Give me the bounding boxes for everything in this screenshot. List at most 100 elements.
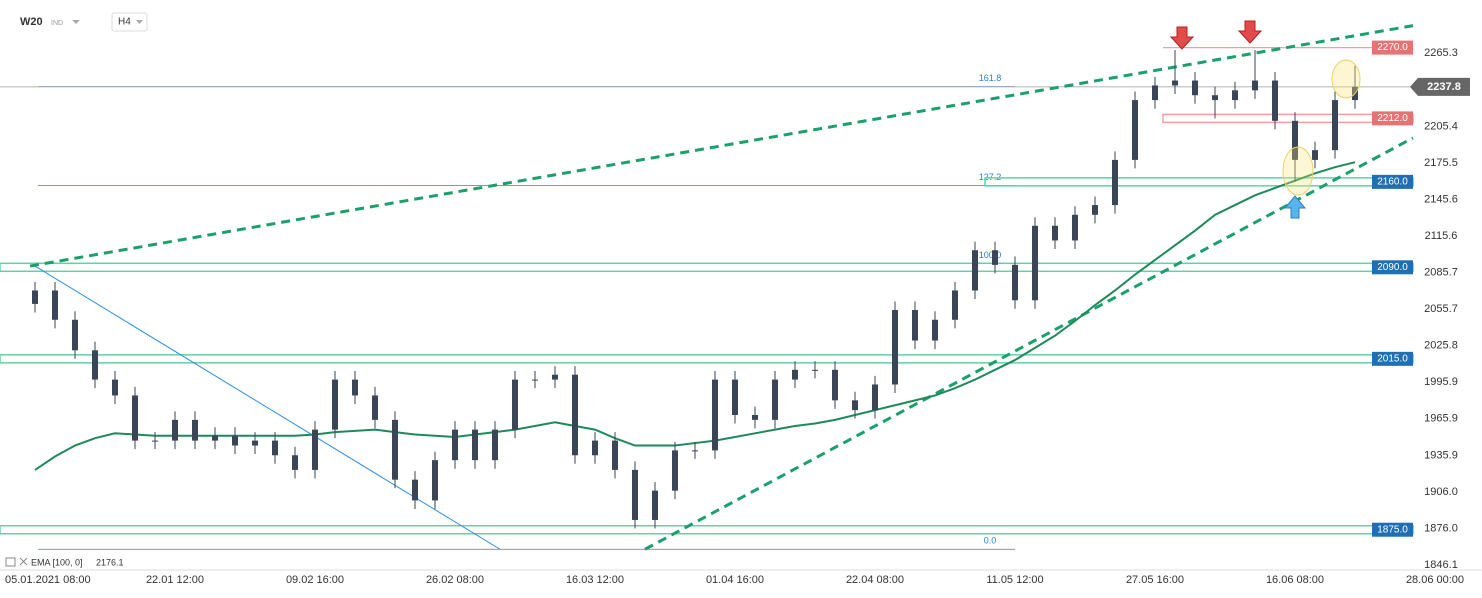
level-label-box	[1372, 260, 1413, 275]
y-tick-label: 1995.9	[1424, 376, 1458, 388]
candle-body	[492, 429, 498, 461]
level-label-box	[1372, 111, 1413, 126]
symbol-dropdown[interactable]	[72, 20, 80, 24]
trend-line	[34, 265, 501, 550]
candle-body	[1132, 100, 1138, 160]
highlight-ellipse	[1331, 59, 1361, 99]
timeframe-box[interactable]	[111, 12, 148, 32]
candle-body	[552, 374, 558, 380]
candle-body	[1212, 95, 1218, 101]
candle-body	[252, 440, 258, 446]
candle-body	[152, 440, 158, 442]
x-tick-label: 01.04 16:00	[706, 574, 764, 586]
candle-body	[392, 419, 398, 480]
candle-body	[752, 414, 758, 420]
fib-label: 161.8	[979, 73, 1002, 83]
candle-body	[452, 429, 458, 461]
candle-body	[1012, 264, 1018, 301]
x-tick-label: 16.03 12:00	[566, 574, 624, 586]
symbol: W20	[20, 16, 43, 28]
candle-body	[432, 460, 438, 501]
last-price-box	[1410, 77, 1470, 96]
y-tick-label: 1906.0	[1424, 486, 1458, 498]
level-zone	[0, 354, 1414, 364]
market: IND	[51, 20, 63, 27]
y-tick-label: 1965.9	[1424, 413, 1458, 425]
candle-body	[732, 379, 738, 415]
level-label: 1875.0	[1377, 524, 1408, 535]
legend-value: 2176.1	[96, 557, 124, 567]
candle-body	[1272, 80, 1278, 121]
level-label-box	[1372, 174, 1413, 189]
candle-body	[832, 369, 838, 401]
level-label: 2160.0	[1377, 177, 1408, 188]
x-tick-label: 05.01.2021 08:00	[5, 574, 91, 586]
y-tick-label: 2265.3	[1424, 47, 1458, 59]
level-zone	[0, 262, 1414, 273]
candle-body	[812, 369, 818, 371]
candle-body	[112, 379, 118, 396]
trend-line	[644, 136, 1414, 551]
y-tick-label: 1876.0	[1424, 522, 1458, 534]
candle-body	[672, 450, 678, 491]
x-tick-label: 09.02 16:00	[286, 574, 344, 586]
candle-body	[332, 379, 338, 430]
x-tick-label: 11.05 12:00	[986, 574, 1043, 586]
x-tick-label: 16.06 08:00	[1266, 574, 1324, 586]
y-tick-label: 2085.7	[1424, 266, 1458, 278]
fib-label: 127.2	[979, 172, 1002, 182]
candle-body	[472, 429, 478, 461]
candle-body	[912, 310, 918, 341]
candle-body	[352, 379, 358, 396]
fib-label: 100.0	[979, 250, 1002, 260]
candle-body	[932, 319, 938, 341]
highlight-ellipse	[1282, 146, 1314, 196]
up-arrow	[1283, 195, 1307, 219]
down-arrow	[1169, 26, 1195, 50]
level-label: 2212.0	[1377, 113, 1408, 124]
candle-body	[592, 440, 598, 456]
candle-body	[372, 395, 378, 420]
level-label-box	[1372, 351, 1413, 366]
trend-line	[29, 24, 1414, 268]
candle-body	[632, 469, 638, 520]
candle-body	[1152, 85, 1158, 101]
candle-body	[532, 379, 538, 381]
candle-body	[1292, 120, 1298, 160]
level-zone	[984, 177, 1414, 187]
x-tick-label: 22.01 12:00	[146, 574, 204, 586]
candle-body	[132, 395, 138, 441]
candle-body	[1172, 80, 1178, 86]
x-tick-label: 27.05 16:00	[1126, 574, 1184, 586]
legend-close[interactable]	[19, 557, 28, 566]
candle-body	[612, 440, 618, 470]
candle-body	[1092, 205, 1098, 215]
candle-body	[72, 319, 78, 351]
y-tick-label: 2055.7	[1424, 303, 1458, 315]
candle-body	[1112, 159, 1118, 206]
candle-body	[972, 250, 978, 291]
candle-body	[652, 490, 658, 520]
candle-body	[1332, 100, 1338, 151]
candle-body	[312, 429, 318, 470]
ema-line	[34, 161, 1356, 471]
fib-label: 0.0	[984, 536, 997, 546]
candle-body	[32, 290, 38, 304]
legend-icon[interactable]	[5, 557, 16, 567]
level-label-box	[1372, 522, 1413, 537]
candle-body	[1192, 80, 1198, 96]
candle-body	[52, 290, 58, 320]
level-label-box	[1372, 40, 1413, 55]
candle-body	[232, 435, 238, 446]
candle-body	[212, 435, 218, 441]
candle-body	[192, 419, 198, 441]
candle-body	[992, 250, 998, 265]
candle-body	[92, 350, 98, 380]
y-tick-label: 2145.6	[1424, 193, 1458, 205]
candle-body	[412, 479, 418, 501]
candle-body	[952, 290, 958, 320]
candle-body	[772, 379, 778, 420]
candle-body	[1312, 150, 1318, 160]
